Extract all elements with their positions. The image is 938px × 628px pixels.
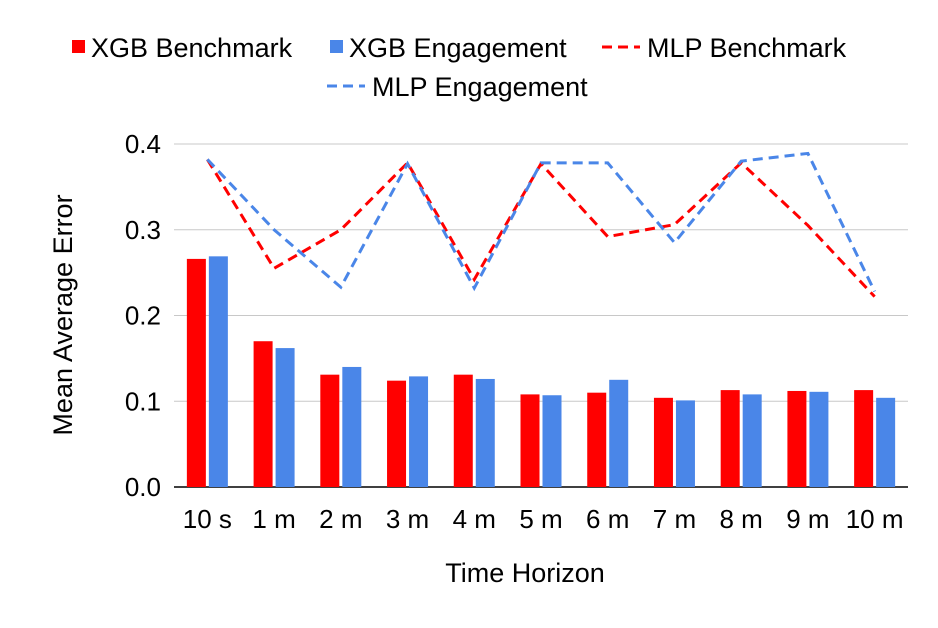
bar-xgb-benchmark-4-m [453,374,473,487]
legend-swatch-xgb-benchmark [72,40,85,53]
legend-item-xgb-benchmark: XGB Benchmark [72,33,293,63]
bar-xgb-engagement-7-m [675,400,695,487]
legend-item-xgb-engagement: XGB Engagement [330,33,567,63]
bar-xgb-benchmark-2-m [320,374,340,487]
bar-xgb-benchmark-5-m [520,394,540,487]
legend-label-mlp-benchmark: MLP Benchmark [647,33,847,63]
legend-label-xgb-engagement: XGB Engagement [349,33,567,63]
x-tick-label: 10 s [183,504,232,534]
bar-xgb-benchmark-3-m [387,380,407,487]
y-tick-label: 0.2 [125,301,161,331]
bar-xgb-engagement-9-m [809,391,829,487]
bars [186,256,896,487]
x-axis-title: Time Horizon [445,558,605,588]
bar-xgb-benchmark-10-m [854,390,874,487]
y-tick-label: 0.4 [125,129,161,159]
bar-xgb-engagement-10-s [208,256,228,487]
x-tick-label: 10 m [846,504,904,534]
bar-xgb-benchmark-9-m [787,390,807,487]
line-mlp-engagement [206,151,876,293]
bar-xgb-engagement-10-m [876,397,896,487]
legend: XGB Benchmark XGB Engagement MLP Benchma… [72,33,847,102]
bar-xgb-engagement-2-m [342,366,362,487]
bar-xgb-engagement-8-m [742,394,762,487]
x-tick-label: 5 m [519,504,562,534]
line-mlp-benchmark [206,158,876,298]
legend-label-mlp-engagement: MLP Engagement [372,72,588,102]
bar-xgb-engagement-5-m [542,395,562,487]
bar-xgb-engagement-3-m [409,376,429,487]
x-tick-label: 9 m [786,504,829,534]
lines [206,151,876,298]
x-axis-ticks: 10 s 1 m 2 m 3 m 4 m 5 m 6 m 7 m 8 m 9 m 10 m [183,504,904,534]
bar-xgb-engagement-6-m [609,379,629,487]
bar-xgb-engagement-4-m [475,378,495,487]
y-tick-label: 0.3 [125,215,161,245]
gridlines [174,143,908,488]
bar-xgb-benchmark-10-s [186,258,206,487]
legend-swatch-xgb-engagement [330,40,343,53]
y-axis-ticks: 0.0 0.1 0.2 0.3 0.4 [125,129,161,502]
bar-xgb-benchmark-8-m [720,390,740,487]
bar-xgb-benchmark-1-m [253,341,273,487]
y-tick-label: 0.0 [125,472,161,502]
legend-item-mlp-engagement: MLP Engagement [327,72,588,102]
x-tick-label: 2 m [319,504,362,534]
x-tick-label: 8 m [720,504,763,534]
bar-xgb-benchmark-7-m [653,397,673,487]
x-tick-label: 6 m [586,504,629,534]
legend-label-xgb-benchmark: XGB Benchmark [91,33,293,63]
x-tick-label: 3 m [386,504,429,534]
x-tick-label: 1 m [252,504,295,534]
bar-xgb-engagement-1-m [275,348,295,487]
y-tick-label: 0.1 [125,386,161,416]
bar-xgb-benchmark-6-m [587,392,607,487]
legend-item-mlp-benchmark: MLP Benchmark [602,33,847,63]
x-tick-label: 4 m [453,504,496,534]
x-tick-label: 7 m [653,504,696,534]
y-axis-title: Mean Average Error [48,194,78,435]
